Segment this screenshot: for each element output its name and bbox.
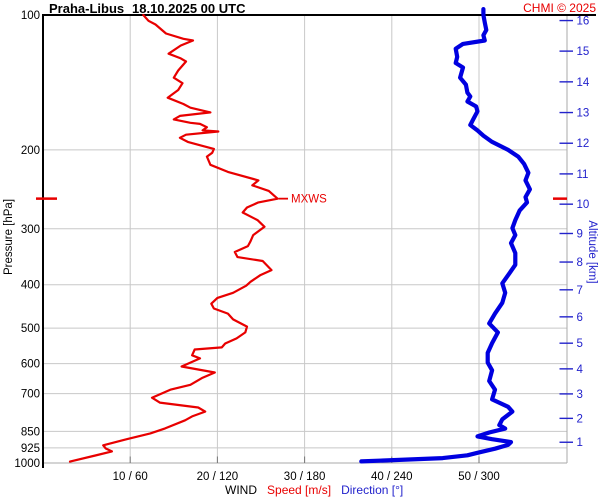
pressure-tick-label: 700 [21,389,40,401]
pressure-tick-label: 200 [21,145,40,157]
copyright-notice: CHMI © 2025 [523,1,596,15]
sounding-datetime: 18.10.2025 00 UTC [132,1,246,16]
altitude-tick-label: 2 [577,413,583,425]
wind-direction-curve [359,7,532,464]
station-name: Praha-Libus [49,1,125,16]
legend-direction: Direction [°] [341,483,404,497]
pressure-tick-label: 600 [21,359,40,371]
mxws-label: MXWS [291,194,327,206]
x-axis-legend: WIND Speed [m/s] Direction [°] [225,483,403,497]
altitude-tick-label: 1 [577,437,583,449]
altitude-tick-label: 8 [577,257,583,269]
altitude-tick-label: 3 [577,389,583,401]
altitude-tick-label: 5 [577,338,583,350]
wind-speed-curve [68,13,279,463]
altitude-tick-label: 4 [577,364,584,376]
pressure-tick-label: 1000 [14,458,40,470]
pressure-tick-label: 500 [21,323,40,335]
x-tick-label: 20 / 120 [197,471,239,483]
x-tick-label: 30 / 180 [284,471,326,483]
altitude-tick-label: 15 [577,46,590,58]
altitude-tick-label: 10 [577,199,590,211]
altitude-tick-label: 6 [577,312,583,324]
altitude-tick-label: 7 [577,285,583,297]
pressure-tick-label: 100 [21,10,40,22]
x-tick-label: 40 / 240 [371,471,413,483]
legend-speed: Speed [m/s] [267,483,332,497]
x-tick-label: 10 / 60 [113,471,148,483]
altitude-tick-label: 9 [577,228,583,240]
altitude-tick-label: 14 [577,77,590,89]
altitude-tick-label: 13 [577,108,590,120]
altitude-tick-label: 12 [577,138,590,150]
pressure-tick-label: 300 [21,224,40,236]
altitude-tick-label: 16 [577,16,590,28]
altitude-tick-label: 11 [577,169,589,181]
pressure-tick-label: 850 [21,426,40,438]
pressure-tick-label: 925 [21,443,40,455]
legend-wind: WIND [225,483,257,497]
x-tick-label: 50 / 300 [458,471,500,483]
pressure-tick-label: 400 [21,280,40,292]
